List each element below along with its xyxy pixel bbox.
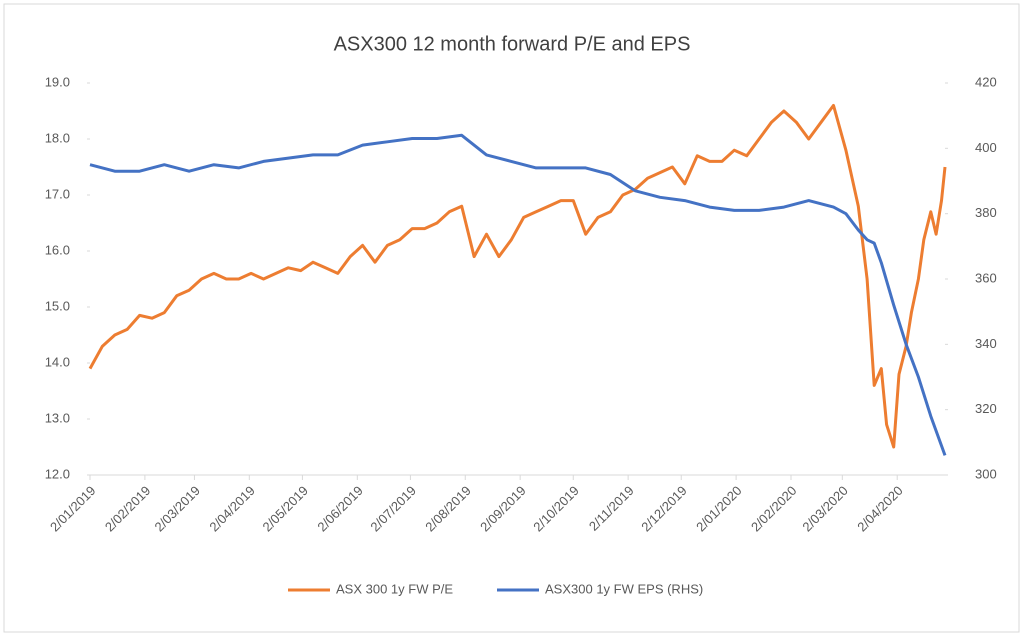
- y-tick-label: 18.0: [45, 130, 70, 145]
- y-tick-label: 16.0: [45, 242, 70, 257]
- legend-label: ASX 300 1y FW P/E: [336, 581, 453, 596]
- y-tick-label: 19.0: [45, 74, 70, 89]
- legend-label: ASX300 1y FW EPS (RHS): [545, 581, 703, 596]
- chart-frame: [3, 3, 1020, 633]
- series-line: [88, 103, 947, 449]
- y-tick-label: 13.0: [45, 410, 70, 425]
- y-tick-label: 14.0: [45, 354, 70, 369]
- y2-tick-label: 380: [975, 205, 997, 220]
- series-line: [89, 133, 947, 456]
- chart-title: ASX300 12 month forward P/E and EPS: [334, 33, 691, 55]
- y2-tick-label: 300: [975, 466, 997, 481]
- y2-tick-label: 420: [975, 74, 997, 89]
- y2-tick-label: 320: [975, 401, 997, 416]
- y2-tick-label: 360: [975, 270, 997, 285]
- y-tick-label: 17.0: [45, 186, 70, 201]
- y2-tick-label: 400: [975, 140, 997, 155]
- y2-tick-label: 340: [975, 336, 997, 351]
- y-tick-label: 15.0: [45, 298, 70, 313]
- y-tick-label: 12.0: [45, 466, 70, 481]
